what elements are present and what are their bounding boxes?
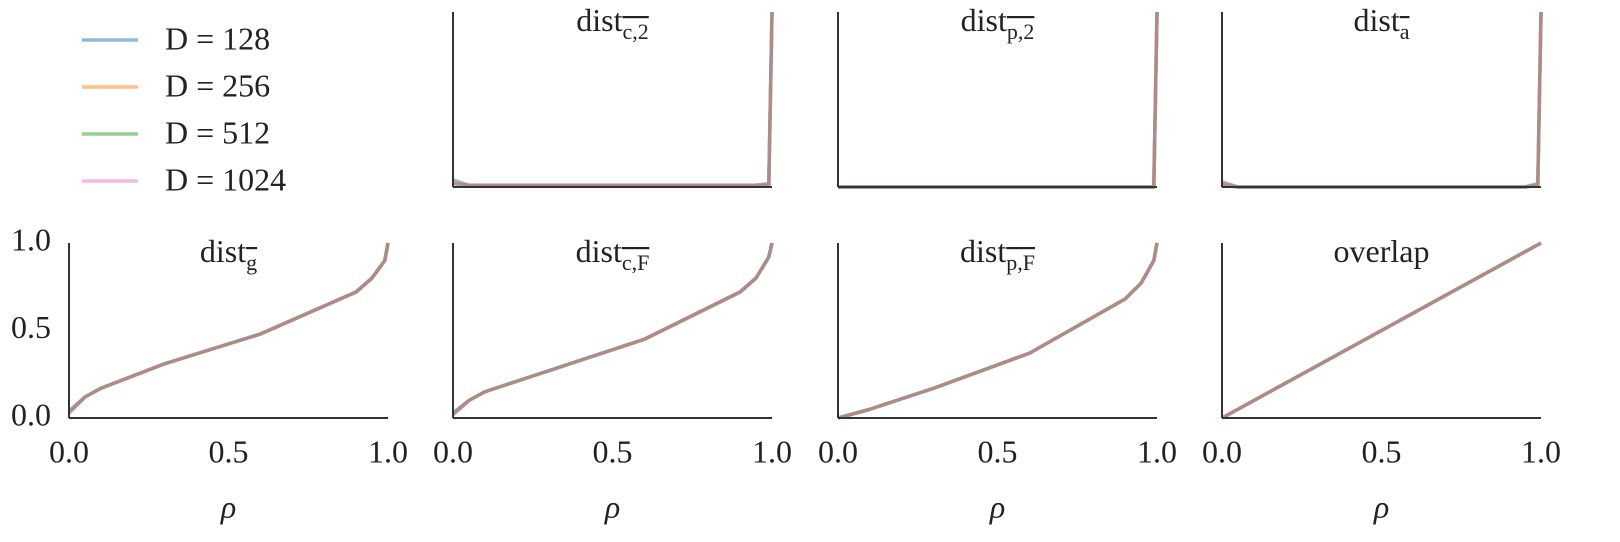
legend-label: D = 1024 <box>165 161 286 197</box>
y-tick-label: 0.0 <box>11 396 51 432</box>
x-tick-label: 0.5 <box>1362 433 1402 469</box>
legend-label: D = 128 <box>165 20 270 56</box>
title-subscript: a <box>1400 19 1410 44</box>
x-tick-label: 0.0 <box>1202 433 1242 469</box>
title-text: dist <box>961 2 1007 38</box>
title-subscript: c,2 <box>622 19 648 44</box>
panel-title: dista <box>1354 2 1410 44</box>
title-text: dist <box>576 2 622 38</box>
series-line <box>1221 241 1542 420</box>
title-text: dist <box>200 233 246 269</box>
series-line <box>837 242 1159 420</box>
y-tick-label: 0.5 <box>11 309 51 345</box>
title-text: dist <box>960 233 1006 269</box>
title-text: overlap <box>1334 233 1430 269</box>
panel-title: distg <box>200 233 257 275</box>
x-tick-label: 0.0 <box>49 433 89 469</box>
x-axis-label: ρ <box>989 488 1005 524</box>
x-tick-label: 0.5 <box>978 433 1018 469</box>
x-tick-label: 0.5 <box>593 433 633 469</box>
x-tick-label: 0.5 <box>209 433 249 469</box>
panel-title: overlap <box>1334 233 1430 269</box>
panel-title: distc,F <box>576 233 650 275</box>
x-tick-label: 1.0 <box>368 433 408 469</box>
panel-title: distc,2 <box>576 2 649 44</box>
title-subscript: p,2 <box>1007 19 1035 44</box>
x-tick-label: 1.0 <box>1137 433 1177 469</box>
series-line <box>452 11 774 187</box>
x-tick-label: 0.0 <box>433 433 473 469</box>
title-subscript: c,F <box>622 250 650 275</box>
x-tick-label: 1.0 <box>752 433 792 469</box>
y-tick-label: 1.0 <box>11 221 51 257</box>
x-tick-label: 1.0 <box>1521 433 1561 469</box>
x-axis-label: ρ <box>220 488 236 524</box>
panel-title: distp,F <box>960 233 1035 275</box>
legend-label: D = 512 <box>165 114 270 150</box>
title-subscript: p,F <box>1006 250 1035 275</box>
x-axis-label: ρ <box>604 488 620 524</box>
series-line <box>67 242 390 414</box>
title-text: dist <box>1354 2 1400 38</box>
x-axis-label: ρ <box>1373 488 1389 524</box>
title-text: dist <box>576 233 622 269</box>
panel-title: distp,2 <box>961 2 1035 44</box>
x-tick-label: 0.0 <box>818 433 858 469</box>
series-line <box>451 242 774 416</box>
title-subscript: g <box>246 250 257 275</box>
legend-label: D = 256 <box>165 67 270 103</box>
